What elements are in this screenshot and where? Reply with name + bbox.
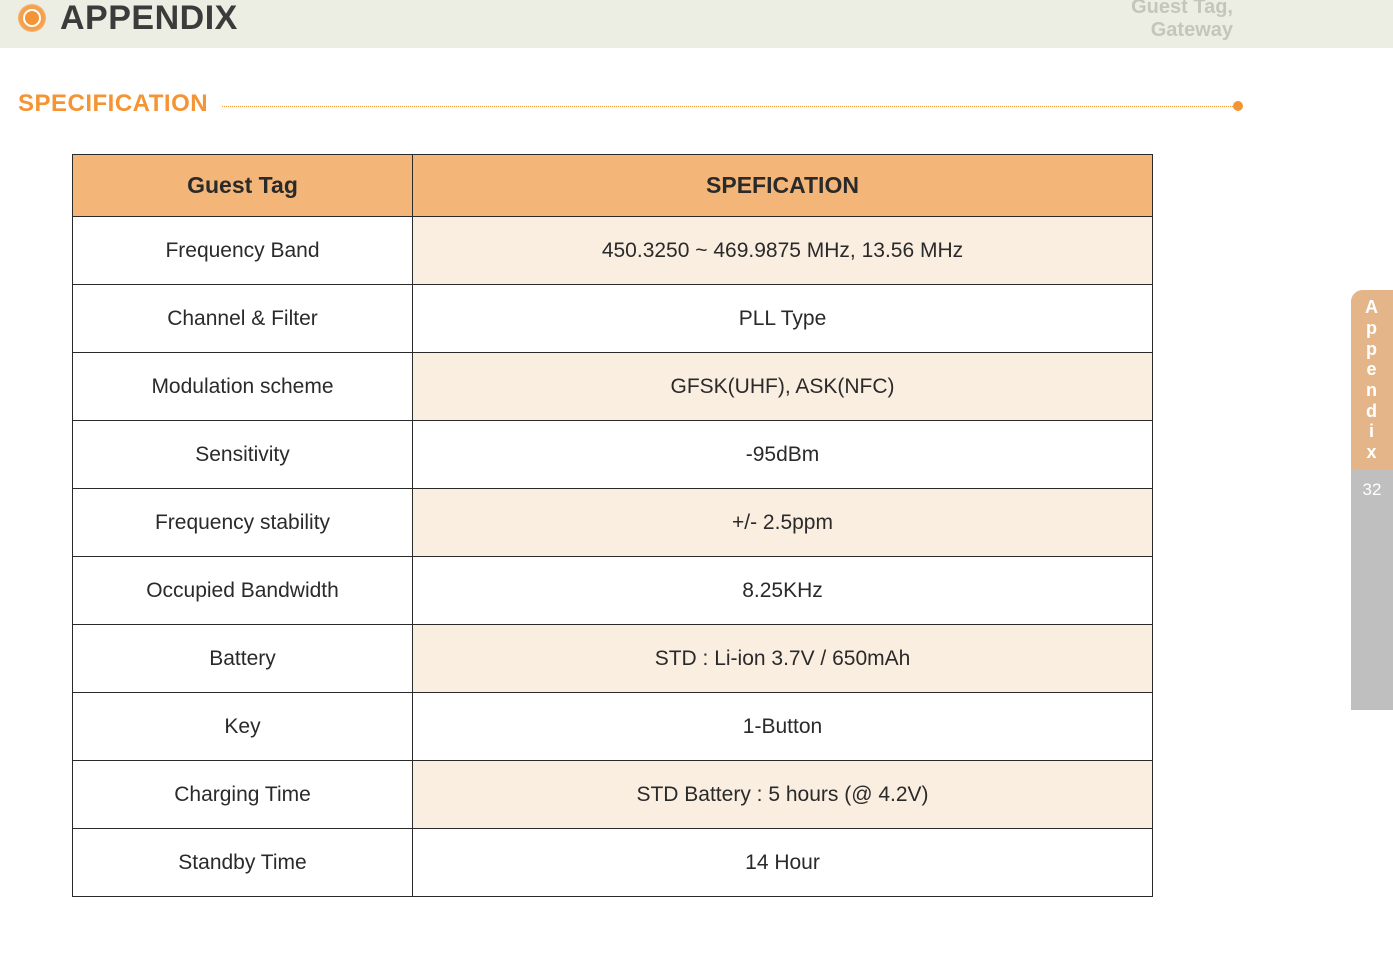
header-subtitle-line2: Gateway [1131, 19, 1233, 42]
table-row: Key1-Button [73, 693, 1153, 761]
table-row: Channel & FilterPLL Type [73, 285, 1153, 353]
section-title: SPECIFICATION [18, 90, 208, 118]
table-header-guest-tag: Guest Tag [73, 155, 413, 217]
spec-value-cell: PLL Type [413, 285, 1153, 353]
spec-name-cell: Key [73, 693, 413, 761]
table-row: Frequency stability+/- 2.5ppm [73, 489, 1153, 557]
spec-value-cell: 14 Hour [413, 829, 1153, 897]
side-tab-upper: Appendix [1351, 290, 1393, 470]
side-tab: Appendix 32 [1351, 290, 1393, 710]
side-tab-rest [1351, 510, 1393, 710]
section-header-row: SPECIFICATION [0, 90, 1393, 118]
page-title: APPENDIX [60, 0, 238, 38]
table-header-row: Guest Tag SPEFICATION [73, 155, 1153, 217]
table-row: Sensitivity-95dBm [73, 421, 1153, 489]
header-subtitle-line1: Guest Tag, [1131, 0, 1233, 19]
spec-name-cell: Channel & Filter [73, 285, 413, 353]
table-row: Occupied Bandwidth8.25KHz [73, 557, 1153, 625]
header-band: APPENDIX Guest Tag, Gateway [0, 0, 1393, 48]
spec-name-cell: Battery [73, 625, 413, 693]
section-divider-dot-icon [1233, 101, 1243, 111]
spec-name-cell: Sensitivity [73, 421, 413, 489]
table-row: Charging TimeSTD Battery : 5 hours (@ 4.… [73, 761, 1153, 829]
spec-value-cell: STD Battery : 5 hours (@ 4.2V) [413, 761, 1153, 829]
title-bullet-inner-icon [23, 9, 41, 27]
spec-value-cell: -95dBm [413, 421, 1153, 489]
header-subtitle: Guest Tag, Gateway [1131, 0, 1233, 42]
spec-name-cell: Frequency Band [73, 217, 413, 285]
table-row: Modulation schemeGFSK(UHF), ASK(NFC) [73, 353, 1153, 421]
spec-value-cell: +/- 2.5ppm [413, 489, 1153, 557]
spec-name-cell: Modulation scheme [73, 353, 413, 421]
spec-value-cell: GFSK(UHF), ASK(NFC) [413, 353, 1153, 421]
spec-value-cell: 1-Button [413, 693, 1153, 761]
spec-name-cell: Standby Time [73, 829, 413, 897]
table-header-specification: SPEFICATION [413, 155, 1153, 217]
spec-value-cell: 450.3250 ~ 469.9875 MHz, 13.56 MHz [413, 217, 1153, 285]
section-divider-line [222, 106, 1235, 107]
table-row: Standby Time14 Hour [73, 829, 1153, 897]
spec-table: Guest Tag SPEFICATION Frequency Band450.… [72, 154, 1153, 897]
spec-value-cell: 8.25KHz [413, 557, 1153, 625]
spec-table-wrap: Guest Tag SPEFICATION Frequency Band450.… [72, 154, 1152, 897]
title-bullet-icon [18, 4, 46, 32]
spec-name-cell: Frequency stability [73, 489, 413, 557]
table-row: BatterySTD : Li-ion 3.7V / 650mAh [73, 625, 1153, 693]
side-tab-page-number: 32 [1351, 470, 1393, 510]
spec-name-cell: Occupied Bandwidth [73, 557, 413, 625]
table-row: Frequency Band450.3250 ~ 469.9875 MHz, 1… [73, 217, 1153, 285]
spec-name-cell: Charging Time [73, 761, 413, 829]
side-tab-label: Appendix [1365, 297, 1379, 463]
spec-value-cell: STD : Li-ion 3.7V / 650mAh [413, 625, 1153, 693]
